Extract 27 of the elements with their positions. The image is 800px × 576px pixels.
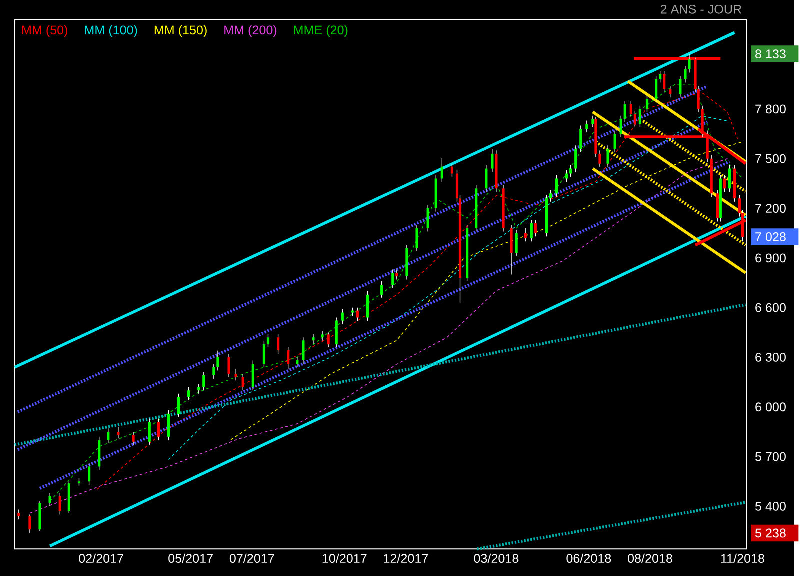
text: MM (50) (22, 25, 68, 38)
chart-subtitle: 2 ANS - JOUR (660, 4, 742, 14)
x-tick-label: 10/2017 (322, 554, 367, 564)
y-tick-label: 7 800 (756, 104, 786, 114)
y-tick-label: 5 400 (755, 502, 786, 511)
text: MM (100) (85, 25, 138, 38)
x-tick-label: 03/2018 (474, 554, 519, 564)
x-tick-label: 05/2017 (168, 554, 213, 564)
y-tick-label: 6 300 (756, 353, 786, 362)
y-tick-label: 6 000 (756, 402, 786, 412)
y-tick-label: 6 600 (756, 303, 786, 312)
text: MME (20) (294, 25, 348, 38)
y-tick-label: 5 238 (755, 528, 786, 538)
x-tick-label: 12/2017 (384, 554, 428, 564)
x-tick-label: 07/2017 (230, 554, 274, 564)
y-tick-label: 8 133 (756, 50, 786, 59)
y-tick-label: 7 028 (756, 232, 786, 242)
text: MM (200) (224, 25, 277, 38)
x-tick-label: 11/2018 (721, 554, 764, 564)
y-tick-label: 7 200 (756, 204, 786, 213)
x-tick-label: 08/2018 (628, 554, 672, 564)
y-tick-label: 5 700 (755, 452, 786, 462)
y-tick-label: 7 500 (756, 154, 786, 164)
x-tick-label: 02/2017 (79, 554, 124, 564)
x-tick-label: 06/2018 (566, 554, 612, 564)
y-tick-label: 6 900 (756, 254, 786, 263)
text: MM (150) (154, 25, 207, 38)
